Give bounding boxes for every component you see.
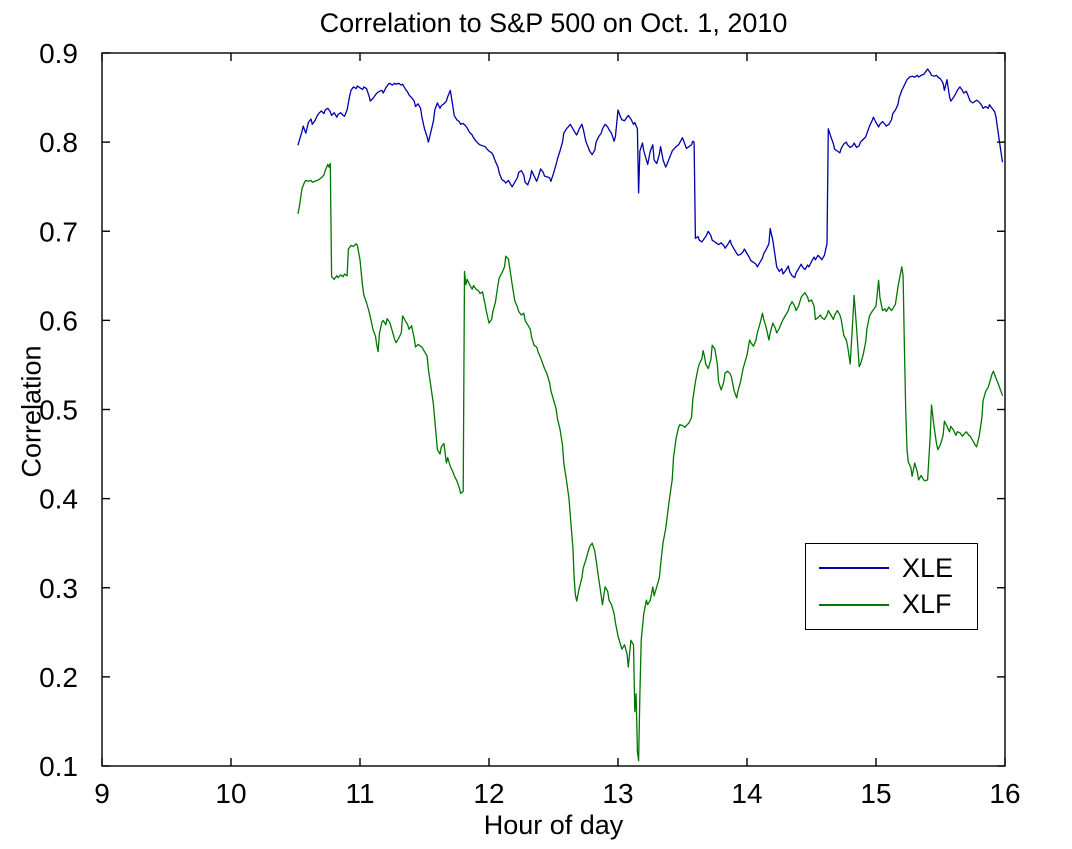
- x-tick-label: 11: [345, 778, 374, 809]
- y-tick-label: 0.2: [39, 662, 78, 693]
- legend-label-xle: XLE: [902, 552, 954, 583]
- y-tick-label: 0.9: [39, 38, 78, 69]
- x-tick-label: 14: [731, 778, 762, 809]
- y-tick-label: 0.3: [39, 573, 78, 604]
- legend-entry-xle: XLE: [806, 551, 977, 585]
- legend-line-sample-xle: [819, 567, 889, 570]
- chart-title: Correlation to S&P 500 on Oct. 1, 2010: [319, 8, 788, 38]
- series-line-xle: [297, 68, 1004, 279]
- legend-line-sample-xlf: [819, 603, 889, 606]
- axes-box: [101, 52, 1006, 767]
- x-axis-label: Hour of day: [483, 810, 624, 840]
- y-axis-label: Correlation: [16, 345, 47, 478]
- y-tick-label: 0.6: [39, 305, 78, 336]
- x-tick-label: 12: [473, 778, 504, 809]
- x-tick-label: 16: [989, 778, 1020, 809]
- y-tick-label: 0.5: [39, 395, 78, 426]
- x-tick-label: 15: [860, 778, 891, 809]
- y-tick-label: 0.7: [39, 216, 78, 247]
- legend-entry-xlf: XLF: [806, 588, 977, 622]
- legend-label-xlf: XLF: [902, 589, 952, 620]
- y-tick-label: 0.1: [39, 751, 78, 782]
- y-tick-label: 0.8: [39, 127, 78, 158]
- series-line-xlf: [297, 162, 1004, 762]
- x-tick-label: 10: [215, 778, 246, 809]
- x-tick-label: 9: [94, 778, 110, 809]
- x-tick-label: 13: [602, 778, 633, 809]
- legend: XLE XLF: [805, 543, 978, 630]
- y-tick-label: 0.4: [39, 484, 78, 515]
